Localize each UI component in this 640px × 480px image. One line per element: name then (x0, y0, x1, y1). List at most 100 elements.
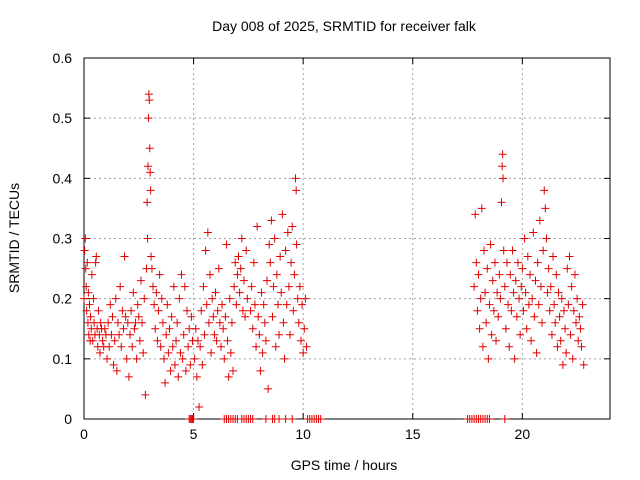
data-point (473, 306, 482, 315)
data-point (161, 378, 170, 387)
data-points (80, 90, 588, 423)
data-point (149, 282, 158, 291)
data-point (193, 336, 202, 345)
data-point (263, 276, 272, 285)
data-point (134, 312, 143, 321)
data-point (577, 342, 586, 351)
data-point (84, 288, 93, 297)
data-point (219, 324, 228, 333)
data-point (241, 312, 250, 321)
data-point (173, 318, 182, 327)
data-point (107, 330, 116, 339)
data-point (498, 150, 507, 159)
data-point (547, 330, 556, 339)
data-point (143, 198, 152, 207)
data-point (504, 300, 513, 309)
y-tick-label: 0.4 (53, 170, 73, 186)
y-tick-label: 0.6 (53, 50, 73, 66)
data-point (210, 330, 219, 339)
data-point (184, 342, 193, 351)
data-point (226, 348, 235, 357)
data-point (233, 270, 242, 279)
x-tick-label: 15 (405, 426, 421, 442)
data-point (261, 336, 270, 345)
data-point (144, 114, 153, 123)
data-point (316, 415, 325, 423)
data-point (531, 276, 540, 285)
data-point (238, 306, 247, 315)
data-point (216, 342, 225, 351)
data-point (212, 336, 221, 345)
data-point (116, 282, 125, 291)
data-point (482, 318, 491, 327)
data-point (293, 294, 302, 303)
data-point (129, 288, 138, 297)
data-point (509, 288, 518, 297)
data-point (220, 354, 229, 363)
data-point (213, 306, 222, 315)
data-point (81, 234, 90, 243)
data-point (301, 294, 310, 303)
data-point (121, 312, 130, 321)
data-point (484, 354, 493, 363)
data-point (255, 330, 264, 339)
data-point (545, 306, 554, 315)
data-point (260, 318, 269, 327)
data-point (294, 318, 303, 327)
axes (83, 57, 611, 420)
data-point (195, 402, 204, 411)
data-point (287, 258, 296, 267)
data-point (573, 294, 582, 303)
data-point (283, 228, 292, 237)
data-point (475, 324, 484, 333)
data-point (489, 306, 498, 315)
data-point (147, 252, 156, 261)
data-point (541, 204, 550, 213)
data-point (250, 300, 259, 309)
data-point (230, 282, 239, 291)
data-point (135, 336, 144, 345)
y-tick-label: 0.3 (53, 231, 73, 247)
data-point (275, 330, 284, 339)
data-point (527, 336, 536, 345)
data-point (493, 288, 502, 297)
data-point (165, 324, 174, 333)
data-point (575, 312, 584, 321)
x-tick-label: 0 (80, 426, 88, 442)
data-point (501, 324, 510, 333)
data-point (579, 360, 588, 369)
data-point (485, 300, 494, 309)
data-point (254, 312, 263, 321)
data-point (554, 288, 563, 297)
data-point (126, 330, 135, 339)
data-point (83, 258, 92, 267)
data-point (115, 330, 124, 339)
data-point (526, 270, 535, 279)
data-point (476, 294, 485, 303)
data-point (82, 306, 91, 315)
data-point (203, 228, 212, 237)
data-point (111, 294, 120, 303)
data-point (91, 258, 100, 267)
data-point (130, 324, 139, 333)
tick-labels: 0 5 10 15 20 0 0.1 0.2 0.3 0.4 0.5 0.6 (53, 50, 531, 442)
data-point (106, 300, 115, 309)
data-point (253, 222, 262, 231)
data-point (510, 354, 519, 363)
data-point (558, 360, 567, 369)
data-point (81, 264, 90, 273)
data-point (103, 354, 112, 363)
data-point (174, 372, 183, 381)
data-point (147, 264, 156, 273)
data-point (258, 348, 267, 357)
data-point (122, 354, 131, 363)
data-point (169, 282, 178, 291)
data-point (292, 186, 301, 195)
data-point (215, 318, 224, 327)
data-point (518, 264, 527, 273)
data-point (232, 300, 241, 309)
data-point (471, 210, 480, 219)
data-point (214, 264, 223, 273)
y-tick-label: 0.5 (53, 110, 73, 126)
